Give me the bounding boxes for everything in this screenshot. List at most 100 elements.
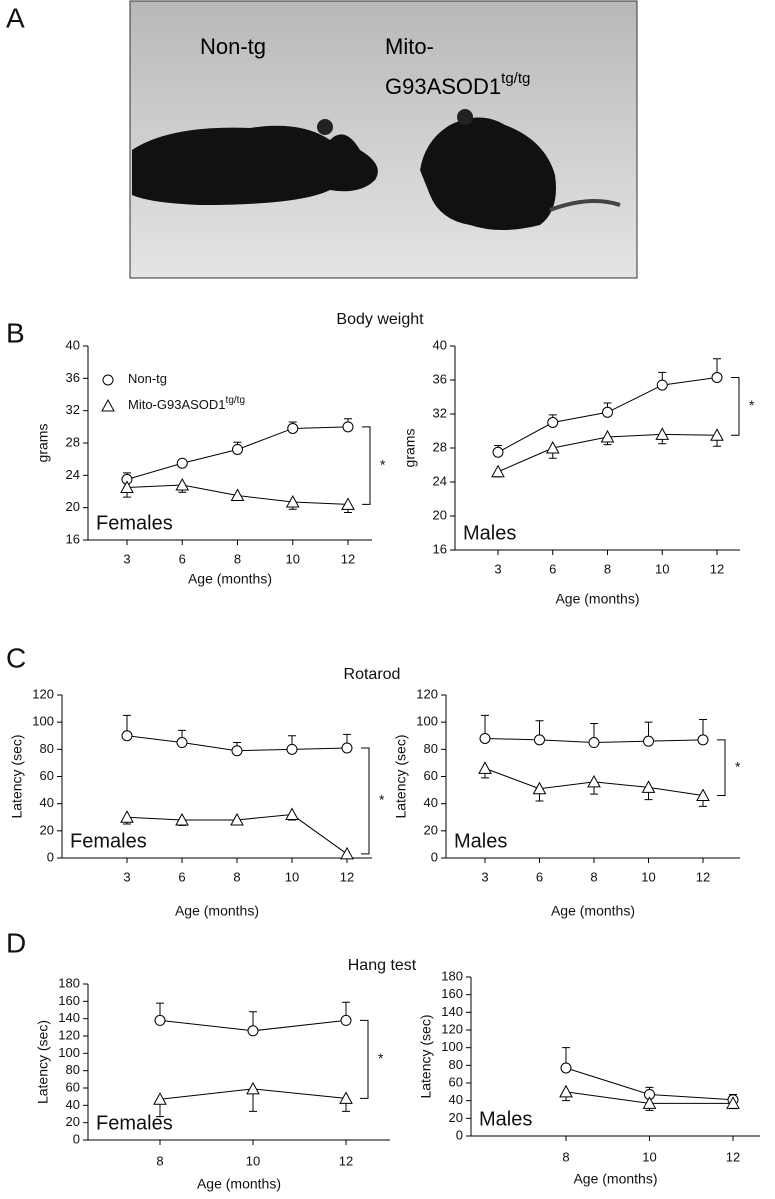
- marker: [643, 735, 654, 747]
- x-tick-label: 6: [549, 561, 556, 576]
- marker: [342, 421, 354, 433]
- significance-bracket: [362, 426, 371, 505]
- x-tick-label: 3: [123, 869, 130, 884]
- marker: [154, 1014, 166, 1026]
- significance-bracket: [717, 739, 726, 797]
- photo-label: G93ASOD1tg/tg: [385, 70, 530, 99]
- y-tick-label: 24: [433, 473, 447, 488]
- y-tick-label: 20: [66, 499, 80, 514]
- y-tick-label: 60: [66, 1079, 80, 1094]
- marker: [175, 812, 189, 826]
- y-tick-label: 24: [66, 467, 80, 482]
- significance-star: *: [379, 792, 385, 808]
- significance-star: *: [378, 1050, 384, 1066]
- marker: [246, 1081, 260, 1095]
- x-tick-label: 12: [341, 551, 355, 566]
- y-tick-label: 120: [441, 1021, 463, 1036]
- group-label: Males: [454, 830, 507, 852]
- marker: [491, 464, 505, 478]
- photo-label: Non-tg: [200, 34, 266, 59]
- marker: [532, 781, 547, 795]
- y-tick-label: 0: [47, 849, 54, 864]
- marker: [247, 1025, 259, 1037]
- panel-letter: C: [6, 642, 26, 673]
- y-tick-label: 40: [66, 337, 80, 352]
- marker: [287, 422, 299, 434]
- y-axis-label: Latency (sec): [35, 1020, 51, 1104]
- y-tick-label: 60: [40, 768, 54, 783]
- y-tick-label: 80: [424, 741, 438, 756]
- x-tick-label: 10: [655, 561, 669, 576]
- y-tick-label: 140: [58, 1010, 80, 1025]
- marker: [479, 732, 491, 744]
- x-tick-label: 3: [123, 551, 130, 566]
- marker: [478, 761, 492, 774]
- significance-bracket: [360, 1019, 369, 1099]
- x-tick-label: 10: [286, 551, 300, 566]
- marker: [726, 1096, 740, 1109]
- marker: [600, 429, 615, 443]
- panel-letter: A: [6, 2, 25, 33]
- marker: [492, 446, 504, 458]
- x-tick-label: 10: [641, 869, 655, 884]
- photo-label: G93ASOD1: [385, 74, 501, 99]
- x-tick-label: 12: [339, 1153, 353, 1168]
- section-title: Rotarod: [344, 666, 401, 683]
- significance-star: *: [380, 456, 386, 472]
- marker: [230, 488, 245, 502]
- marker: [286, 743, 298, 755]
- marker: [230, 812, 244, 826]
- marker: [120, 480, 134, 493]
- y-tick-label: 140: [441, 1004, 463, 1019]
- group-label: Males: [463, 522, 516, 544]
- marker: [102, 374, 114, 386]
- y-tick-label: 100: [32, 714, 54, 729]
- chart: 0 20 40 60 80 100 120 3 6 8 10 12 Age (months) Latenc…: [393, 686, 741, 918]
- marker: [175, 477, 190, 491]
- marker: [710, 428, 724, 441]
- panel-letter: B: [6, 317, 25, 348]
- y-tick-label: 0: [431, 849, 438, 864]
- marker: [285, 807, 299, 821]
- marker: [696, 788, 710, 802]
- marker: [587, 774, 601, 788]
- y-tick-label: 160: [58, 993, 80, 1008]
- group-label: Females: [70, 830, 147, 852]
- marker: [559, 1084, 573, 1098]
- x-axis-label: Age (months): [175, 903, 259, 919]
- photo: Non-tg Mito- G93ASOD1tg/tg: [129, 0, 638, 279]
- y-tick-label: 32: [433, 405, 447, 420]
- y-tick-label: 40: [449, 1092, 463, 1107]
- y-tick-label: 0: [73, 1131, 80, 1146]
- y-tick-label: 36: [66, 370, 80, 385]
- legend-label: Mito-G93ASOD1: [128, 397, 226, 412]
- marker: [232, 443, 243, 455]
- y-tick-label: 16: [66, 531, 80, 546]
- y-axis-label: Latency (sec): [393, 734, 409, 818]
- y-axis-label: Latency (sec): [9, 734, 25, 818]
- x-tick-label: 10: [246, 1153, 260, 1168]
- marker: [340, 1014, 352, 1026]
- y-axis-label: Latency (sec): [418, 1014, 434, 1098]
- x-tick-label: 12: [696, 869, 710, 884]
- y-tick-label: 80: [40, 741, 54, 756]
- marker: [340, 846, 354, 860]
- y-axis-label: grams: [35, 424, 51, 463]
- x-tick-label: 8: [233, 869, 240, 884]
- x-tick-label: 10: [642, 1149, 656, 1164]
- marker: [285, 494, 300, 508]
- marker: [655, 427, 670, 440]
- y-tick-label: 80: [449, 1057, 463, 1072]
- y-tick-label: 16: [433, 541, 447, 556]
- marker: [534, 734, 545, 746]
- x-axis-label: Age (months): [573, 1171, 657, 1187]
- group-label: Females: [96, 1112, 173, 1134]
- significance-bracket: [361, 747, 370, 855]
- y-tick-label: 40: [424, 795, 438, 810]
- marker: [588, 737, 600, 749]
- x-tick-label: 8: [156, 1153, 163, 1168]
- marker: [545, 440, 560, 454]
- x-tick-label: 8: [604, 561, 611, 576]
- y-tick-label: 20: [424, 822, 438, 837]
